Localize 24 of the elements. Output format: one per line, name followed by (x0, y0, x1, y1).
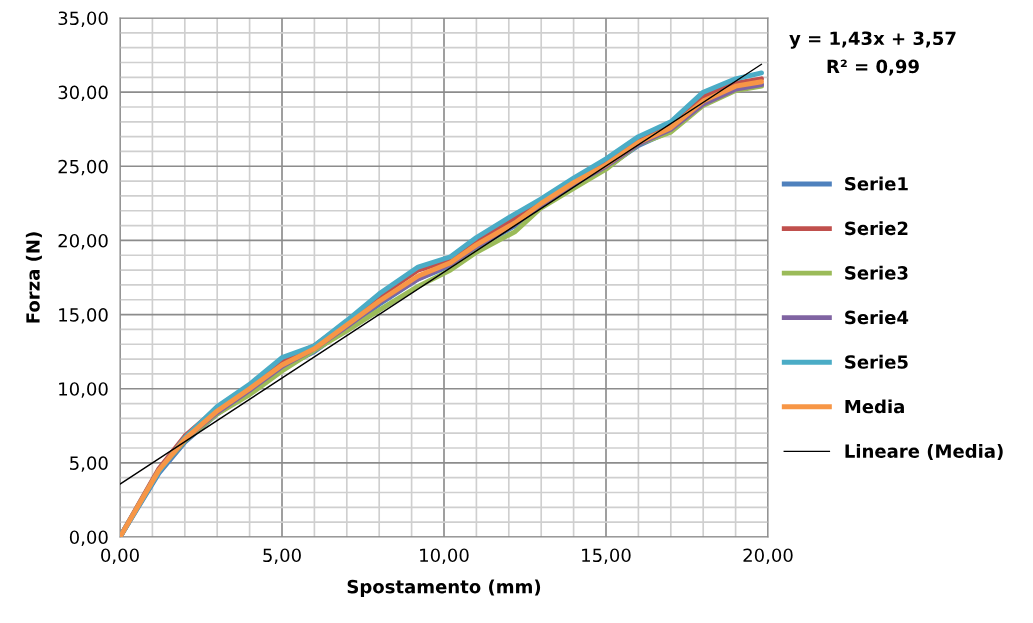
legend-label: Serie1 (845, 176, 908, 191)
y-tick-label: 5,00 (70, 456, 108, 472)
y-tick-label: 0,00 (69, 530, 108, 546)
legend-label: Serie3 (845, 265, 908, 280)
x-tick-label: 20,00 (743, 548, 793, 564)
y-tick-label: 15,00 (59, 308, 108, 324)
x-tick-label: 0,00 (101, 548, 139, 564)
x-tick-label: 10,00 (420, 548, 469, 564)
legend-label: Serie4 (845, 310, 909, 325)
legend-label: Serie5 (845, 354, 908, 369)
legend-label: Serie2 (845, 221, 908, 236)
x-axis-title: Spostamento (mm) (347, 579, 541, 597)
text: y = 1,43x + 3,57 (789, 31, 956, 49)
legend-label: Lineare (Media) (845, 443, 1003, 461)
y-tick-label: 20,00 (58, 233, 108, 250)
legend-label: Media (845, 399, 904, 414)
x-tick-label: 5,00 (263, 548, 301, 564)
y-tick-label: 10,00 (59, 382, 108, 398)
y-tick-label: 30,00 (58, 85, 108, 102)
text: R² = 0,99 (827, 59, 919, 76)
y-tick-label: 35,00 (58, 11, 108, 27)
y-tick-label: 25,00 (58, 159, 108, 176)
x-tick-label: 15,00 (582, 548, 631, 564)
y-axis-title: Forza (N) (25, 232, 42, 323)
